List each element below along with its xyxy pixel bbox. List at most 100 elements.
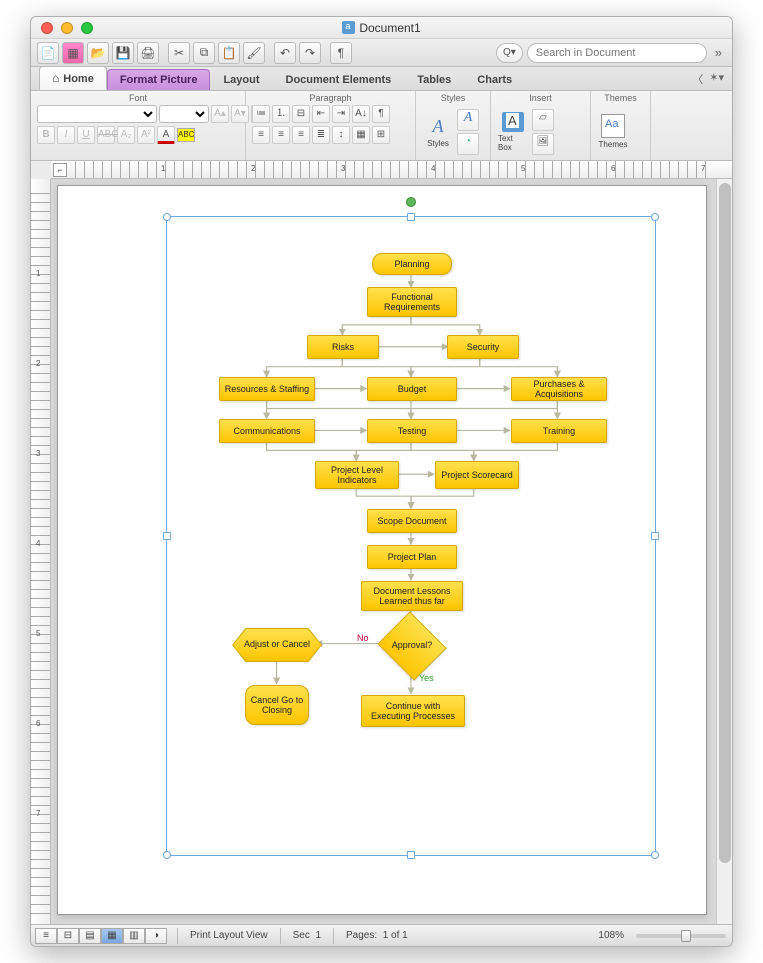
- shape-button[interactable]: ▱: [532, 109, 554, 131]
- numbering-button[interactable]: ⒈: [272, 105, 290, 123]
- save-button[interactable]: 💾: [112, 42, 134, 64]
- font-family-select[interactable]: [37, 105, 157, 123]
- group-insert-label: Insert: [497, 93, 584, 103]
- new-button[interactable]: 📄: [37, 42, 59, 64]
- templates-button[interactable]: ▦: [62, 42, 84, 64]
- expand-toolbar-icon[interactable]: »: [711, 45, 726, 60]
- node-risks: Risks: [307, 335, 379, 359]
- styles-button[interactable]: A Styles: [422, 111, 454, 153]
- redo-button[interactable]: ↷: [299, 42, 321, 64]
- view-outline-button[interactable]: ⊟: [57, 928, 79, 944]
- styles-icon: A: [433, 116, 444, 137]
- node-adjust: Adjust or Cancel: [233, 629, 321, 661]
- multilevel-button[interactable]: ⊟: [292, 105, 310, 123]
- node-func-req: Functional Requirements: [367, 287, 457, 317]
- node-plan: Project Plan: [367, 545, 457, 569]
- underline-button[interactable]: U: [77, 126, 95, 144]
- edge-label-no: No: [357, 633, 369, 643]
- app-window: Document1 📄 ▦ 📂 💾 🖨 ✂ ⧉ 📋 🖌 ↶ ↷ ¶ Q▾ » H…: [30, 16, 733, 947]
- align-center-button[interactable]: ≡: [272, 126, 290, 144]
- node-budget: Budget: [367, 377, 457, 401]
- justify-button[interactable]: ≣: [312, 126, 330, 144]
- node-resources: Resources & Staffing: [219, 377, 315, 401]
- textbox-button[interactable]: Text Box: [497, 111, 529, 153]
- tab-layout[interactable]: Layout: [210, 69, 272, 90]
- zoom-label[interactable]: 108%: [592, 930, 630, 941]
- align-left-button[interactable]: ≡: [252, 126, 270, 144]
- zoom-slider[interactable]: [636, 934, 726, 938]
- view-draft-button[interactable]: ≡: [35, 928, 57, 944]
- pages-label: Pages: 1 of 1: [340, 930, 414, 941]
- node-communications: Communications: [219, 419, 315, 443]
- strike-button[interactable]: ABC: [97, 126, 115, 144]
- document-page[interactable]: Planning Functional Requirements Risks S…: [57, 185, 707, 915]
- outdent-button[interactable]: ⇤: [312, 105, 330, 123]
- quick-toolbar: 📄 ▦ 📂 💾 🖨 ✂ ⧉ 📋 🖌 ↶ ↷ ¶ Q▾ »: [31, 39, 732, 67]
- toggle-marks-button[interactable]: ¶: [372, 105, 390, 123]
- view-publishing-button[interactable]: ▤: [79, 928, 101, 944]
- tab-charts[interactable]: Charts: [464, 69, 525, 90]
- node-cancel: Cancel Go to Closing: [245, 685, 309, 725]
- open-button[interactable]: 📂: [87, 42, 109, 64]
- view-label: Print Layout View: [184, 930, 274, 941]
- flowchart: Planning Functional Requirements Risks S…: [167, 217, 655, 855]
- rotate-handle[interactable]: [406, 197, 416, 207]
- tab-document-elements[interactable]: Document Elements: [273, 69, 405, 90]
- shading-button[interactable]: ▦: [352, 126, 370, 144]
- edge-label-yes: Yes: [419, 673, 434, 683]
- vertical-scrollbar[interactable]: [716, 179, 732, 924]
- view-focus-button[interactable]: ◑: [145, 928, 167, 944]
- tab-tables[interactable]: Tables: [404, 69, 464, 90]
- node-testing: Testing: [367, 419, 457, 443]
- themes-button[interactable]: Themes: [597, 111, 629, 153]
- vertical-ruler[interactable]: 1 2 3 4 5 6 7: [31, 179, 51, 924]
- format-painter-button[interactable]: 🖌: [243, 42, 265, 64]
- view-notebook-button[interactable]: ▥: [123, 928, 145, 944]
- show-marks-button[interactable]: ¶: [330, 42, 352, 64]
- line-spacing-button[interactable]: ↕: [332, 126, 350, 144]
- styles-manage-button[interactable]: ◔: [457, 133, 479, 155]
- italic-button[interactable]: I: [57, 126, 75, 144]
- align-right-button[interactable]: ≡: [292, 126, 310, 144]
- highlight-button[interactable]: ABC: [177, 128, 195, 142]
- sort-button[interactable]: A↓: [352, 105, 370, 123]
- node-planning: Planning: [372, 253, 452, 275]
- bold-button[interactable]: B: [37, 126, 55, 144]
- group-paragraph-label: Paragraph: [252, 93, 409, 103]
- borders-button[interactable]: ⊞: [372, 126, 390, 144]
- group-themes-label: Themes: [597, 93, 644, 103]
- status-bar: ≡ ⊟ ▤ ▦ ▥ ◑ Print Layout View Sec 1 Page…: [31, 924, 732, 946]
- textbox-icon: [502, 112, 524, 132]
- ribbon-help-icon[interactable]: ✶▾: [709, 71, 724, 87]
- scroll-thumb[interactable]: [719, 183, 731, 863]
- undo-button[interactable]: ↶: [274, 42, 296, 64]
- picture-selection[interactable]: Planning Functional Requirements Risks S…: [166, 216, 656, 856]
- cut-button[interactable]: ✂: [168, 42, 190, 64]
- view-print-button[interactable]: ▦: [101, 928, 123, 944]
- zoom-knob[interactable]: [681, 930, 691, 942]
- grow-font-button[interactable]: A▴: [211, 105, 229, 123]
- indent-button[interactable]: ⇥: [332, 105, 350, 123]
- horizontal-ruler[interactable]: ⌐ 1 2 3 4 5 6 7: [51, 161, 732, 179]
- tab-selector-icon[interactable]: ⌐: [53, 163, 67, 177]
- node-pli: Project Level Indicators: [315, 461, 399, 489]
- ribbon-collapse-icon[interactable]: 〈: [692, 71, 703, 87]
- doc-icon: [342, 21, 355, 34]
- copy-button[interactable]: ⧉: [193, 42, 215, 64]
- bullets-button[interactable]: ≔: [252, 105, 270, 123]
- group-font-label: Font: [37, 93, 239, 103]
- font-size-select[interactable]: [159, 105, 209, 123]
- picture-button[interactable]: 🖼: [532, 133, 554, 155]
- superscript-button[interactable]: A²: [137, 126, 155, 144]
- search-scope-button[interactable]: Q▾: [496, 43, 523, 63]
- subscript-button[interactable]: A₂: [117, 126, 135, 144]
- tab-format-picture[interactable]: Format Picture: [107, 69, 211, 90]
- styles-pane-button[interactable]: A: [457, 109, 479, 131]
- font-color-button[interactable]: A: [157, 126, 175, 144]
- node-lessons: Document Lessons Learned thus far: [361, 581, 463, 611]
- search-input[interactable]: [527, 43, 707, 63]
- section-label: Sec 1: [287, 930, 327, 941]
- paste-button[interactable]: 📋: [218, 42, 240, 64]
- tab-home[interactable]: Home: [39, 66, 107, 90]
- print-button[interactable]: 🖨: [137, 42, 159, 64]
